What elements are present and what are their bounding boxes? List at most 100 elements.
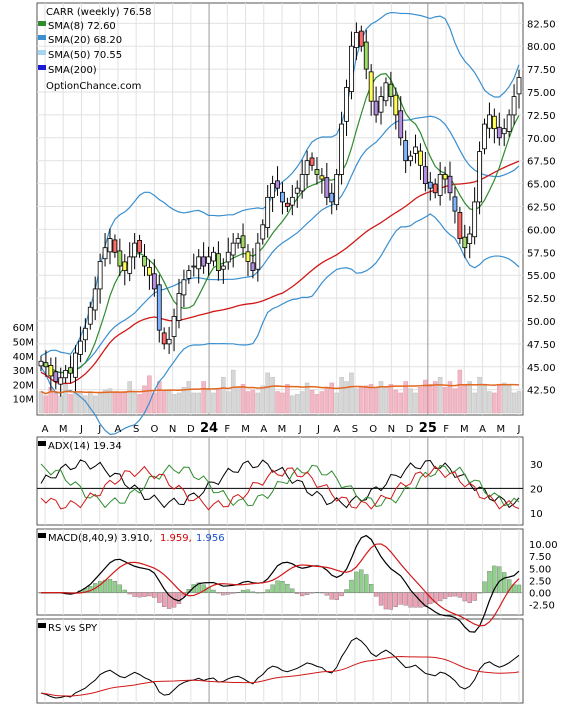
macd-histogram-bar [467,592,472,604]
legend-sma50: SMA(50) 70.55 [48,50,122,61]
volume-tick-label: 20M [13,380,34,391]
candle-body [349,45,354,92]
volume-bar [43,395,49,414]
candle-body [447,175,453,194]
volume-bar [230,369,236,414]
month-label: 25 [419,421,437,436]
volume-bar [152,392,157,414]
volume-bar [250,389,256,414]
volume-bar [393,389,399,414]
macd-histogram-bar [260,592,265,594]
macd-histogram-bar [97,581,103,593]
price-tick-label: 50.00 [527,317,556,328]
volume-bar [413,392,418,414]
bollinger-upper [40,12,520,357]
candle-body [294,187,300,194]
macd-histogram-bar [506,579,512,593]
candle-body [413,146,418,154]
macd-histogram-bar [196,582,201,593]
volume-tick-label: 60M [13,323,34,334]
candle-body [48,365,54,377]
candle-body [265,196,271,228]
candle-body [457,212,463,239]
macd-tick-label: 10.00 [529,540,558,551]
volume-bar [354,388,359,414]
macd-histogram-bar [211,589,216,593]
volume-bar [329,382,334,414]
volume-bar [309,389,315,414]
macd-histogram-bar [201,584,206,593]
volume-bar [63,384,68,414]
volume-bar [447,381,453,414]
macd-histogram-bar [438,592,443,602]
candle-body [275,180,280,189]
macd-histogram-bar [383,592,389,610]
candle-body [220,265,226,270]
candle-body [284,202,290,207]
bollinger-bands [40,12,520,436]
candle-body [368,71,374,102]
month-label: J [298,424,302,435]
macd-histogram-bar [373,592,379,597]
candle-body [122,261,128,272]
volume-tick-label: 30M [13,366,34,377]
month-label: F [224,424,230,435]
candle-body [329,192,335,203]
price-tick-label: 77.50 [527,65,556,76]
candle-body [309,157,315,166]
macd-histogram-bar [457,592,463,598]
macd-histogram-bar [255,592,260,594]
adx-tick-label: 20 [530,484,543,495]
macd-histogram-bar [393,592,398,607]
candle-body [383,82,389,102]
volume-bar [226,391,231,414]
volume-bar [398,392,403,414]
price-tick-label: 47.50 [527,340,556,351]
macd-histogram-bar [502,572,507,593]
candle-body [225,251,231,263]
macd-histogram-bar [413,592,418,608]
legend-sma20-swatch [38,35,46,40]
minus-di-line [40,465,520,511]
macd-signal-line [41,543,520,627]
candle-body [132,242,138,258]
legend-sma200-swatch [38,65,46,70]
volume-bar [492,392,497,414]
watermark: OptionChance.com [46,81,141,92]
candlesticks [38,22,522,397]
candle-body [181,279,187,296]
legend: CARR (weekly) 76.58 SMA(8) 72.60 SMA(20)… [38,7,151,92]
macd-tick-label: 0.00 [529,589,551,600]
candle-body [211,251,216,262]
legend-sma8-swatch [38,21,46,26]
candle-body [161,332,167,345]
volume-bar [314,394,320,414]
macd-histogram-bar [235,592,241,593]
candle-body [516,77,522,95]
volume-bar [216,388,221,414]
macd-histogram-bar [231,592,236,594]
candle-body [201,256,207,267]
macd-swatch [38,533,46,538]
volume-bar [275,391,280,414]
volume-bar [344,381,349,414]
rs-average-line [40,656,520,697]
candle-body [73,352,78,378]
candle-body [176,293,182,321]
candle-body [82,327,88,341]
adx-tick-label: 30 [530,460,543,471]
volume-bar [368,384,374,414]
volume-bar [432,381,438,414]
volume-average-line [40,383,520,395]
month-label: J [517,424,521,435]
macd-histogram-bar [497,566,502,593]
macd-histogram-bar [280,581,285,593]
macd-histogram-bar [226,592,231,595]
candle-body [206,256,211,264]
legend-sma8: SMA(8) 72.60 [48,21,116,32]
indicator-lines [37,383,523,699]
volume-bars [38,369,522,414]
volume-bar [53,392,59,414]
volume-bar [516,391,522,414]
volume-bar [255,392,261,414]
